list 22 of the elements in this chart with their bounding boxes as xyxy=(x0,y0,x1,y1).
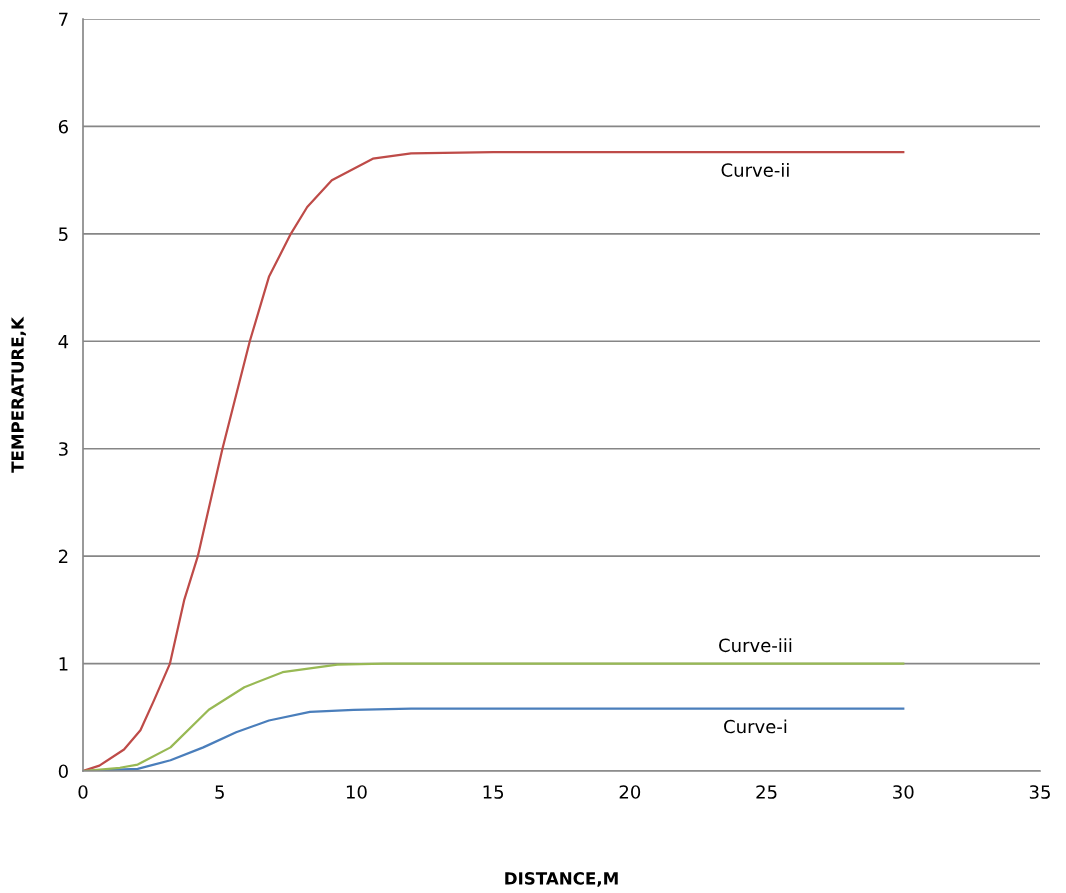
x-tick-label: 0 xyxy=(78,785,88,799)
y-tick-label: 4 xyxy=(58,334,69,349)
y-tick-label: 6 xyxy=(58,119,68,134)
y-axis-title: TEMPERATURE,K xyxy=(11,316,26,473)
y-tick-label: 0 xyxy=(58,764,68,779)
x-tick-label: 25 xyxy=(756,785,777,799)
y-tick-label: 3 xyxy=(59,442,68,456)
series-label: Curve-i xyxy=(724,719,787,734)
series-label: Curve-ii xyxy=(721,162,789,177)
series-label: Curve-iii xyxy=(719,638,792,653)
x-tick-label: 5 xyxy=(215,785,224,799)
x-tick-label: 30 xyxy=(893,785,914,799)
y-tick-label: 2 xyxy=(58,549,68,563)
x-axis-title: DISTANCE,M xyxy=(505,872,618,887)
y-tick-label: 1 xyxy=(59,657,68,671)
x-tick-label: 15 xyxy=(483,785,504,799)
y-tick-label: 7 xyxy=(59,12,68,26)
x-tick-label: 10 xyxy=(346,785,367,799)
line-series xyxy=(83,151,905,771)
x-tick-label: 20 xyxy=(619,785,641,799)
x-tick-label: 35 xyxy=(1029,785,1050,799)
y-tick-label: 5 xyxy=(59,227,68,241)
